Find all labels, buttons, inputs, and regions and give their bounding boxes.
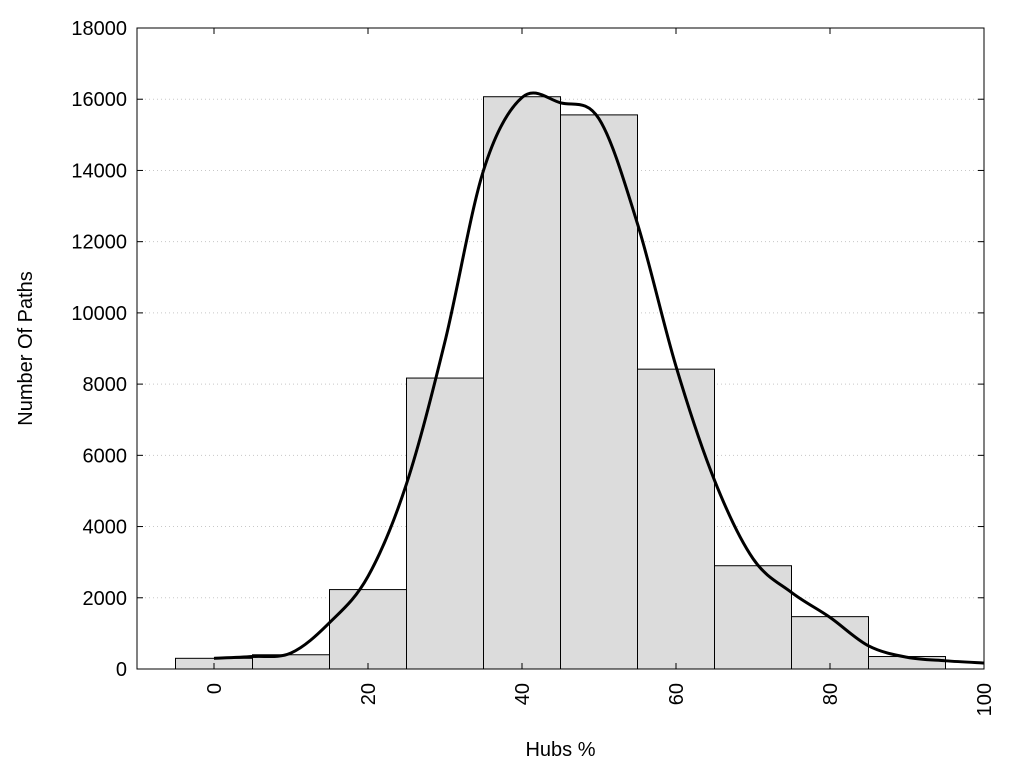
histogram-bar-4 [483, 96, 561, 670]
y-tick-label-1: 2000 [83, 588, 128, 610]
histogram-bar-2 [329, 589, 407, 670]
x-tick-label-5: 100 [974, 683, 996, 716]
y-tick-label-5: 10000 [71, 303, 127, 325]
y-axis-title: Number Of Paths [15, 271, 37, 426]
x-tick-label-3: 60 [666, 683, 688, 705]
x-tick-label-2: 40 [512, 683, 534, 705]
y-tick-label-7: 14000 [71, 160, 127, 182]
x-tick-label-0: 0 [204, 683, 226, 694]
histogram-bar-3 [406, 377, 484, 670]
histogram-bar-7 [714, 565, 792, 670]
histogram-bar-6 [637, 368, 715, 670]
y-tick-label-4: 8000 [83, 374, 128, 396]
y-tick-label-0: 0 [116, 659, 127, 681]
y-tick-label-3: 6000 [83, 445, 128, 467]
x-tick-label-4: 80 [820, 683, 842, 705]
x-axis-title: Hubs % [525, 739, 595, 761]
y-tick-label-8: 16000 [71, 89, 127, 111]
density-curve [213, 91, 985, 665]
x-tick-label-1: 20 [358, 683, 380, 705]
bar-layer [175, 96, 946, 670]
plot-frame [136, 27, 985, 670]
y-tick-label-9: 18000 [71, 18, 127, 40]
histogram-bar-8 [791, 616, 869, 670]
curve-layer [213, 91, 985, 665]
tick-layer: 0 2000 4000 6000 8000 10000 12000 14000 16000 180… [71, 18, 996, 716]
histogram-bar-5 [560, 114, 638, 670]
y-tick-label-2: 4000 [83, 517, 128, 539]
y-tick-label-6: 12000 [71, 232, 127, 254]
